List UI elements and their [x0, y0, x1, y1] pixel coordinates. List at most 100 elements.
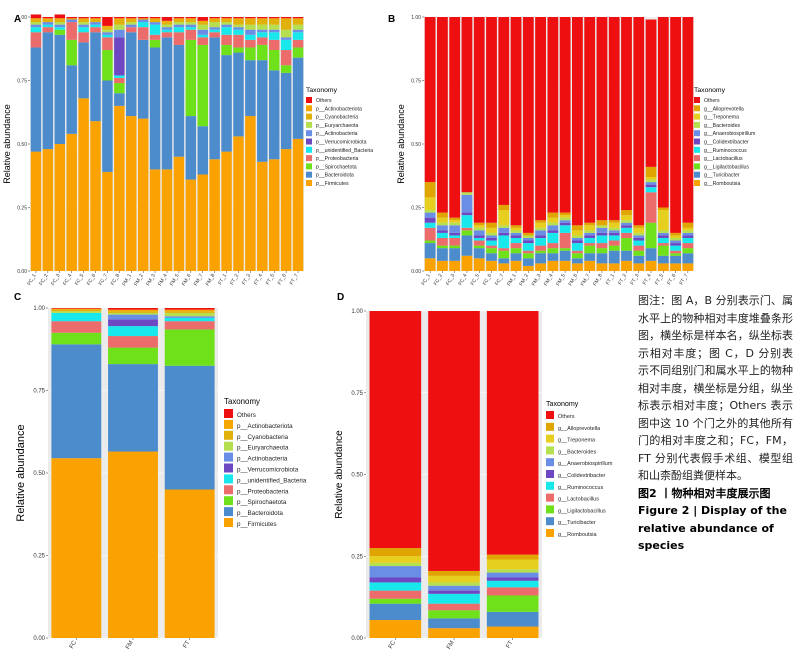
bar-segment-p__Bacteroidota [137, 39, 149, 119]
bar-segment-g__Lactobacillus [584, 243, 596, 246]
legend-label: g__Treponema [704, 115, 739, 121]
bar-segment-p__Proteobacteria [268, 39, 280, 51]
bar-segment-p__Actinobacteria [233, 27, 244, 30]
x-tick-label: FT_6 [277, 273, 288, 286]
bar-segment-p__Actinobacteriota [149, 18, 161, 20]
bar-segment-Others [197, 17, 208, 21]
bar-segment-g__Ruminococcus [486, 580, 539, 588]
bar-segment-p__Firmicutes [137, 118, 149, 271]
bar-segment-g__Colidextribacter [486, 577, 539, 581]
x-tick-label: FC_8 [110, 273, 121, 287]
bar-segment-g__Turicibacter [547, 253, 559, 261]
panel-label: A [14, 14, 21, 25]
bar-segment-g__Bacteroides [424, 210, 436, 213]
bar-segment-g__Ligilactobacillus [473, 245, 485, 249]
panel-label: B [388, 14, 395, 25]
legend-swatch [306, 138, 312, 145]
legend-label: g__Anaerobiospirillum [558, 461, 613, 467]
legend-swatch [306, 113, 312, 120]
bar-segment-p__Actinobacteriota [185, 18, 197, 20]
bar-segment-g__Ligilactobacillus [428, 610, 480, 619]
bar-segment-p__Cyanobacteria [197, 22, 208, 25]
bar-segment-g__Treponema [486, 227, 497, 233]
legend-swatch [306, 130, 312, 137]
bar-segment-Others [114, 17, 125, 19]
bar-segment-p__Proteobacteria [78, 32, 89, 43]
bar-segment-g__Colidextribacter [670, 243, 681, 246]
y-tick-label: 1.00 [411, 15, 421, 21]
bar-segment-p__Bacteroidota [114, 93, 125, 106]
bar-segment-g__Romboutsia [461, 255, 473, 271]
bar-segment-g__Lactobacillus [559, 232, 571, 249]
bar-segment-g__Ligilactobacillus [498, 250, 510, 259]
bar-segment-p__Euryarchaeota [268, 24, 280, 30]
bar-segment-p__Actinobacteriota [51, 308, 102, 310]
bar-segment-g__Lactobacillus [486, 245, 497, 249]
bar-segment-p__Euryarchaeota [257, 24, 268, 30]
bar-stack-FM_4 [547, 17, 559, 271]
bar-segment-p__Proteobacteria [185, 29, 197, 40]
bar-segment-Others [209, 17, 220, 19]
y-tick-label: 0.75 [351, 391, 363, 397]
bar-stack-FM_8 [596, 17, 608, 271]
bar-stack-FT_5 [268, 17, 280, 271]
bar-segment-g__Treponema [498, 210, 510, 226]
x-tick-label: FC [69, 639, 79, 650]
bar-stack-FC_2 [437, 17, 448, 271]
legend-swatch [694, 146, 700, 153]
bar-segment-p__Bacteroidota [126, 32, 137, 117]
bar-segment-Others [173, 17, 185, 19]
bar-segment-g__Bacteroides [428, 582, 480, 586]
bar-segment-g__Bacteroides [437, 222, 448, 226]
bar-stack-FC_5 [473, 17, 485, 271]
bar-segment-g__Colidextribacter [522, 240, 534, 244]
legend-swatch [546, 481, 554, 490]
bar-segment-p__Euryarchaeota [185, 22, 197, 25]
bar-segment-g__Romboutsia [608, 263, 620, 271]
x-tick-label: FT_3 [241, 273, 252, 286]
bar-segment-p__Proteobacteria [51, 321, 102, 333]
x-tick-label: FT_6 [666, 273, 677, 286]
legend-label: p__Bacteroidota [237, 510, 283, 517]
bar-segment-p__Euryarchaeota [102, 29, 113, 33]
bar-segment-p__Actinobacteriota [257, 18, 268, 20]
bar-segment-p__Bacteroidota [221, 55, 232, 152]
bar-segment-g__Romboutsia [584, 260, 596, 271]
legend-label: p__Verrucomicrobiota [237, 467, 299, 474]
legend-swatch [546, 493, 554, 502]
bar-segment-p__Bacteroidota [149, 47, 161, 170]
bar-segment-p__Actinobacteriota [102, 25, 113, 28]
bar-segment-Others [51, 308, 102, 309]
bar-stack-FC_6 [486, 17, 497, 271]
y-axis-label: Relative abundance [396, 104, 406, 184]
x-tick-label: FT_7 [289, 273, 300, 286]
bar-segment-p__Proteobacteria [209, 32, 220, 38]
bar-segment-g__Treponema [584, 225, 596, 231]
bar-segment-p__Actinobacteriota [233, 18, 244, 20]
x-tick-label: FM_7 [580, 273, 592, 287]
x-tick-label: FC_3 [445, 273, 456, 287]
bar-segment-p__Actinobacteria [137, 19, 149, 23]
bar-segment-p__Cyanobacteria [108, 311, 158, 313]
bar-segment-p__Actinobacteria [245, 29, 256, 35]
x-tick-label: FM_4 [157, 273, 169, 287]
bar-segment-p__Proteobacteria [114, 77, 125, 84]
bar-segment-g__Turicibacter [437, 248, 448, 261]
bar-segment-g__Turicibacter [424, 243, 436, 259]
bar-segment-g__Romboutsia [522, 265, 534, 271]
bar-segment-Others [161, 17, 173, 21]
bar-segment-g__Lactobacillus [369, 590, 422, 599]
x-tick-label: FT_5 [654, 273, 665, 286]
legend-swatch [694, 163, 700, 170]
bar-segment-g__Romboutsia [498, 263, 510, 271]
bar-segment-p__Bacteroidota [209, 37, 220, 160]
legend-swatch [694, 171, 700, 178]
bar-stack-FC_3 [449, 17, 461, 271]
bar-segment-g__Alloprevotella [608, 220, 620, 223]
bar-segment-g__Alloprevotella [633, 225, 645, 228]
bar-segment-g__Treponema [572, 230, 583, 236]
x-tick-label: FC_6 [86, 273, 97, 287]
bar-segment-p__unidentified_Bacteria [185, 27, 197, 30]
bar-stack-FM [108, 308, 158, 638]
legend-swatch [306, 171, 312, 178]
